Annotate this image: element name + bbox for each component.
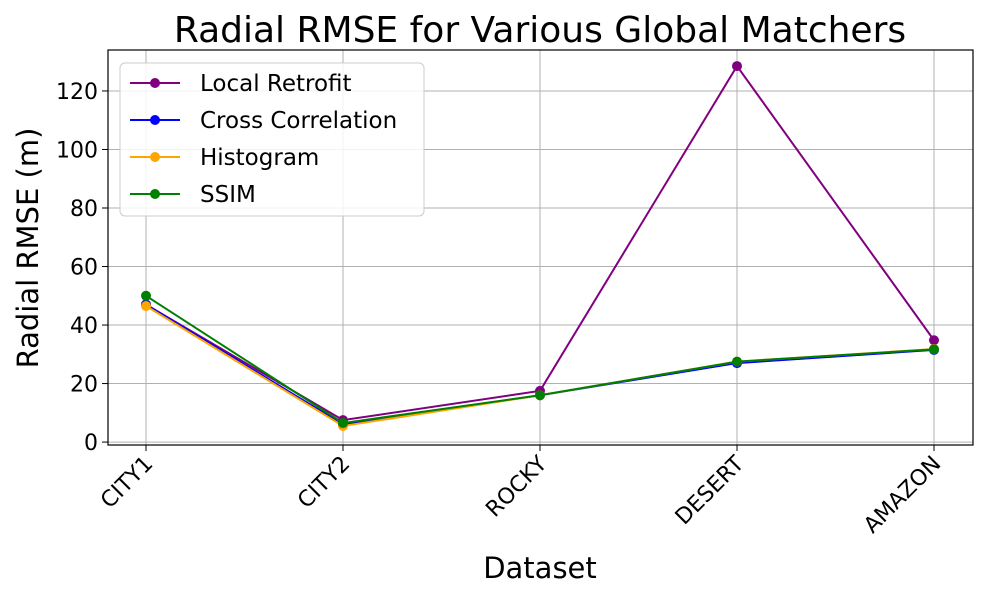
y-tick-label: 60 (70, 256, 98, 281)
data-point (141, 290, 151, 301)
x-tick-label: ROCKY (481, 451, 552, 522)
y-tick-label: 80 (70, 197, 98, 222)
x-tick-label: CITY2 (293, 452, 355, 514)
y-tick-label: 20 (70, 373, 98, 398)
y-tick-label: 0 (84, 431, 98, 456)
legend-swatch-marker (150, 189, 160, 199)
legend: Local Retrofit Cross Correlation Histogram… (119, 62, 425, 217)
x-axis-label: Dataset (483, 551, 597, 585)
y-axis-label: Radial RMSE (m) (11, 128, 45, 369)
legend-swatch-marker (150, 78, 160, 88)
data-point (535, 390, 545, 401)
legend-label: Histogram (200, 145, 319, 171)
legend-label: Local Retrofit (200, 71, 352, 97)
y-tick-label: 40 (70, 314, 98, 339)
x-tick-label: CITY1 (96, 452, 158, 514)
legend-label: SSIM (200, 182, 256, 208)
series-lines (141, 61, 939, 431)
data-point (929, 344, 939, 355)
data-point (141, 301, 151, 312)
data-point (338, 418, 348, 429)
legend-box (119, 62, 425, 217)
data-point (732, 356, 742, 367)
legend-label: Cross Correlation (200, 108, 397, 134)
data-point (732, 61, 742, 72)
legend-swatch-marker (150, 152, 160, 162)
y-tick-label: 100 (56, 138, 98, 163)
chart-title: Radial RMSE for Various Global Matchers (174, 10, 906, 51)
data-point (929, 335, 939, 346)
legend-swatch-marker (150, 115, 160, 125)
x-tick-label: DESERT (671, 451, 750, 530)
y-tick-label: 120 (56, 80, 98, 105)
x-tick-label: AMAZON (859, 452, 946, 539)
